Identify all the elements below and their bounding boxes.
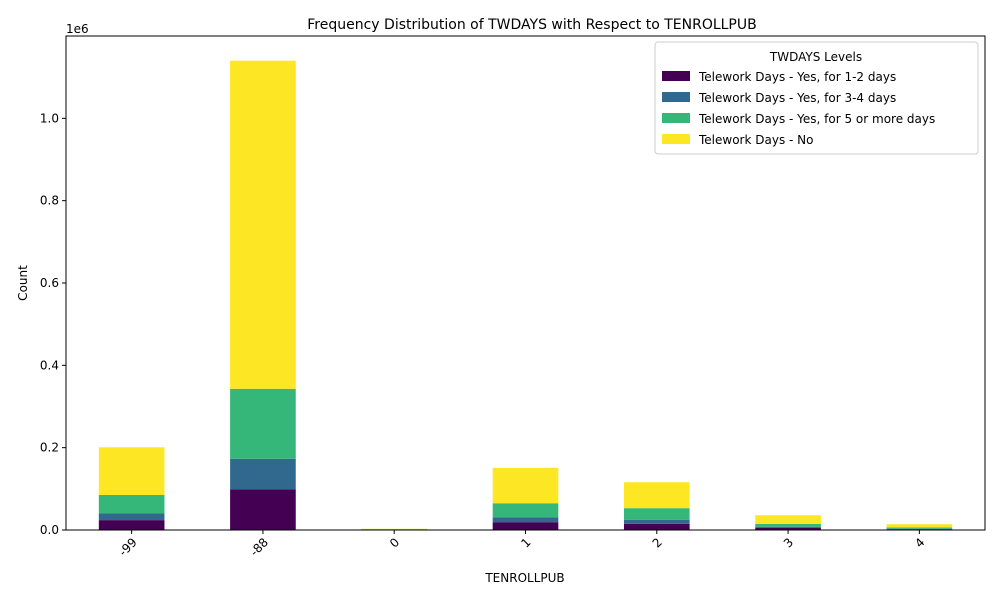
plot-frame (65, 35, 986, 531)
bar-2-series-2 (623, 519, 690, 524)
y-tick-label: 0.8 (40, 194, 59, 208)
y-axis-label: Count (16, 265, 30, 301)
x-tick-label: -99 (116, 535, 140, 559)
legend-entry-label: Telework Days - Yes, for 1-2 days (698, 70, 896, 84)
bar-99-series-3 (98, 495, 165, 514)
x-tick-label: 3 (781, 535, 796, 550)
bar-3-series-1 (755, 527, 821, 530)
bar-88-series-3 (230, 388, 296, 459)
bar-3-series-2 (755, 526, 821, 528)
bar-1-series-2 (492, 517, 559, 523)
bar-2-series-3 (623, 508, 690, 520)
bar-88-series-1 (230, 489, 296, 530)
bar-88-series-2 (230, 458, 296, 490)
legend-swatch (662, 113, 690, 123)
legend-swatch (662, 71, 690, 81)
bar-1-series-1 (492, 522, 559, 530)
bar-99-series-2 (98, 513, 165, 521)
bar-3-series-4 (755, 515, 821, 524)
y-tick-label: 0.4 (40, 358, 59, 372)
bar-3-series-3 (755, 523, 821, 527)
chart-title: Frequency Distribution of TWDAYS with Re… (307, 17, 756, 33)
x-axis-label: TENROLLPUB (484, 571, 564, 585)
legend-swatch (662, 134, 690, 144)
bar-88-series-4 (230, 60, 296, 389)
legend: TWDAYS Levels Telework Days - Yes, for 1… (654, 41, 979, 155)
bar-4-series-3 (886, 527, 953, 529)
x-tick-label: 1 (518, 535, 533, 550)
x-tick-label: 4 (912, 535, 927, 550)
y-tick-label: 0.6 (40, 276, 59, 290)
bar-1-series-4 (492, 467, 559, 504)
bars-layer (98, 60, 953, 530)
legend-entry-label: Telework Days - No (698, 133, 813, 147)
y-tick-label: 0.2 (40, 441, 59, 455)
y-multiplier-label: 1e6 (66, 22, 89, 36)
bar-99-series-4 (98, 447, 165, 496)
x-axis: -99 -88 0 1 2 3 4 (116, 530, 927, 559)
bar-4-series-4 (886, 524, 953, 528)
bar-2-series-4 (623, 482, 690, 509)
bar-1-series-3 (492, 503, 559, 518)
y-tick-label: 1.0 (40, 111, 59, 125)
y-axis: 0.0 0.2 0.4 0.6 0.8 1.0 (40, 111, 66, 537)
bar-99-series-1 (98, 520, 165, 530)
y-tick-label: 0.0 (40, 523, 59, 537)
x-tick-label: 2 (650, 535, 665, 550)
legend-entry-label: Telework Days - Yes, for 5 or more days (698, 112, 935, 126)
x-tick-label: -88 (247, 535, 271, 559)
legend-entry-label: Telework Days - Yes, for 3-4 days (698, 91, 896, 105)
legend-title: TWDAYS Levels (769, 50, 862, 64)
bar-2-series-1 (623, 523, 690, 530)
legend-swatch (662, 92, 690, 102)
legend-frame (654, 41, 979, 155)
x-tick-label: 0 (387, 535, 402, 550)
